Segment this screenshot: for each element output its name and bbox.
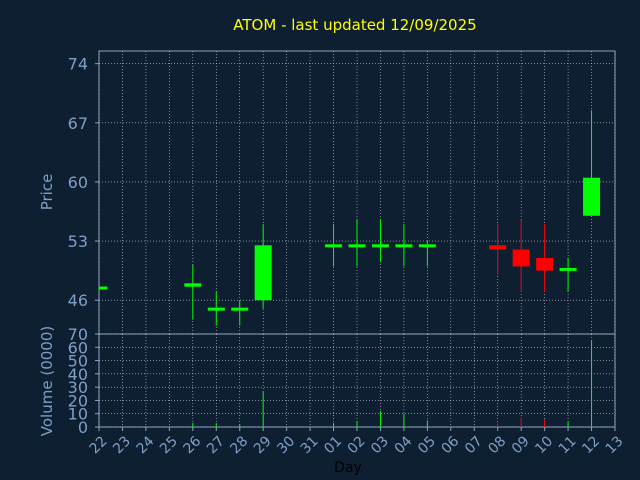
volume-tick-label: 70 xyxy=(68,325,88,344)
candle xyxy=(325,224,343,267)
x-axis-label: Day xyxy=(334,460,362,476)
x-tick-label: 12 xyxy=(579,433,603,457)
candle-body xyxy=(254,245,272,301)
chart-title: ATOM - last updated 12/09/2025 xyxy=(233,16,476,34)
volume-tick-label: 0 xyxy=(78,418,88,437)
candle xyxy=(395,224,413,267)
volume-tick-label: 60 xyxy=(68,338,88,357)
price-y-axis: 46 53 60 67 74 xyxy=(68,55,99,310)
candle-body xyxy=(512,249,530,267)
price-axis-label: Price xyxy=(38,174,56,211)
candle-body xyxy=(395,244,413,248)
x-tick-label: 08 xyxy=(485,433,509,457)
x-tick-label: 02 xyxy=(345,433,369,457)
candle xyxy=(371,219,389,263)
volume-tick-label: 50 xyxy=(68,352,88,371)
candle xyxy=(489,224,507,275)
candle-body xyxy=(184,283,202,287)
volume-axis-label: Volume (0000) xyxy=(38,326,56,436)
candle xyxy=(512,219,530,292)
x-tick-label: 09 xyxy=(509,433,533,457)
x-tick-label: 26 xyxy=(181,433,205,457)
candle xyxy=(98,286,108,291)
x-tick-label: 29 xyxy=(251,433,275,457)
candle xyxy=(559,257,577,292)
candle-body xyxy=(418,244,436,248)
volume-bars xyxy=(192,340,593,427)
price-grid xyxy=(98,51,616,334)
x-tick-label: 05 xyxy=(415,433,439,457)
candle-body xyxy=(207,307,225,311)
volume-tick-label: 30 xyxy=(68,378,88,397)
x-tick-label: 28 xyxy=(227,433,251,457)
candle xyxy=(348,219,366,267)
x-tick-label: 07 xyxy=(462,433,486,457)
candle xyxy=(231,300,249,326)
price-tick-label: 60 xyxy=(68,173,88,192)
x-tick-label: 22 xyxy=(87,433,111,457)
volume-tick-label: 10 xyxy=(68,405,88,424)
price-tick-label: 53 xyxy=(68,232,88,251)
x-tick-label: 13 xyxy=(603,433,627,457)
x-tick-label: 30 xyxy=(274,433,298,457)
x-tick-label: 11 xyxy=(556,433,580,457)
x-tick-label: 31 xyxy=(298,433,322,457)
x-tick-label: 10 xyxy=(532,433,556,457)
candle xyxy=(418,241,436,267)
x-tick-label: 24 xyxy=(134,433,158,457)
candle-body xyxy=(231,307,249,311)
candle-body xyxy=(99,286,108,290)
candle-body xyxy=(583,177,601,216)
candle-body xyxy=(536,257,554,271)
candle-body xyxy=(325,244,343,248)
x-tick-label: 25 xyxy=(157,433,181,457)
price-tick-label: 46 xyxy=(68,291,88,310)
candle xyxy=(254,224,272,309)
x-tick-label: 01 xyxy=(321,433,345,457)
candle-body xyxy=(559,267,577,271)
x-tick-label: 23 xyxy=(110,433,134,457)
candle xyxy=(207,291,225,326)
candle-body xyxy=(371,244,389,248)
volume-plot-area xyxy=(98,333,616,428)
price-tick-label: 74 xyxy=(68,55,88,74)
volume-tick-label: 20 xyxy=(68,391,88,410)
volume-grid xyxy=(98,333,616,428)
x-tick-label: 03 xyxy=(368,433,392,457)
candle-body xyxy=(489,245,507,250)
candle xyxy=(536,224,554,292)
x-axis: 22 23 24 25 26 27 28 29 30 31 01 02 03 04 05 06 07 08 09 10… xyxy=(87,427,627,457)
candle xyxy=(184,264,202,320)
x-tick-label: 27 xyxy=(204,433,228,457)
x-tick-label: 06 xyxy=(439,433,463,457)
x-tick-label: 04 xyxy=(392,433,416,457)
price-tick-label: 67 xyxy=(68,114,88,133)
candle xyxy=(583,110,601,216)
volume-tick-label: 40 xyxy=(68,365,88,384)
price-candles xyxy=(98,110,601,326)
candle-body xyxy=(348,244,366,248)
